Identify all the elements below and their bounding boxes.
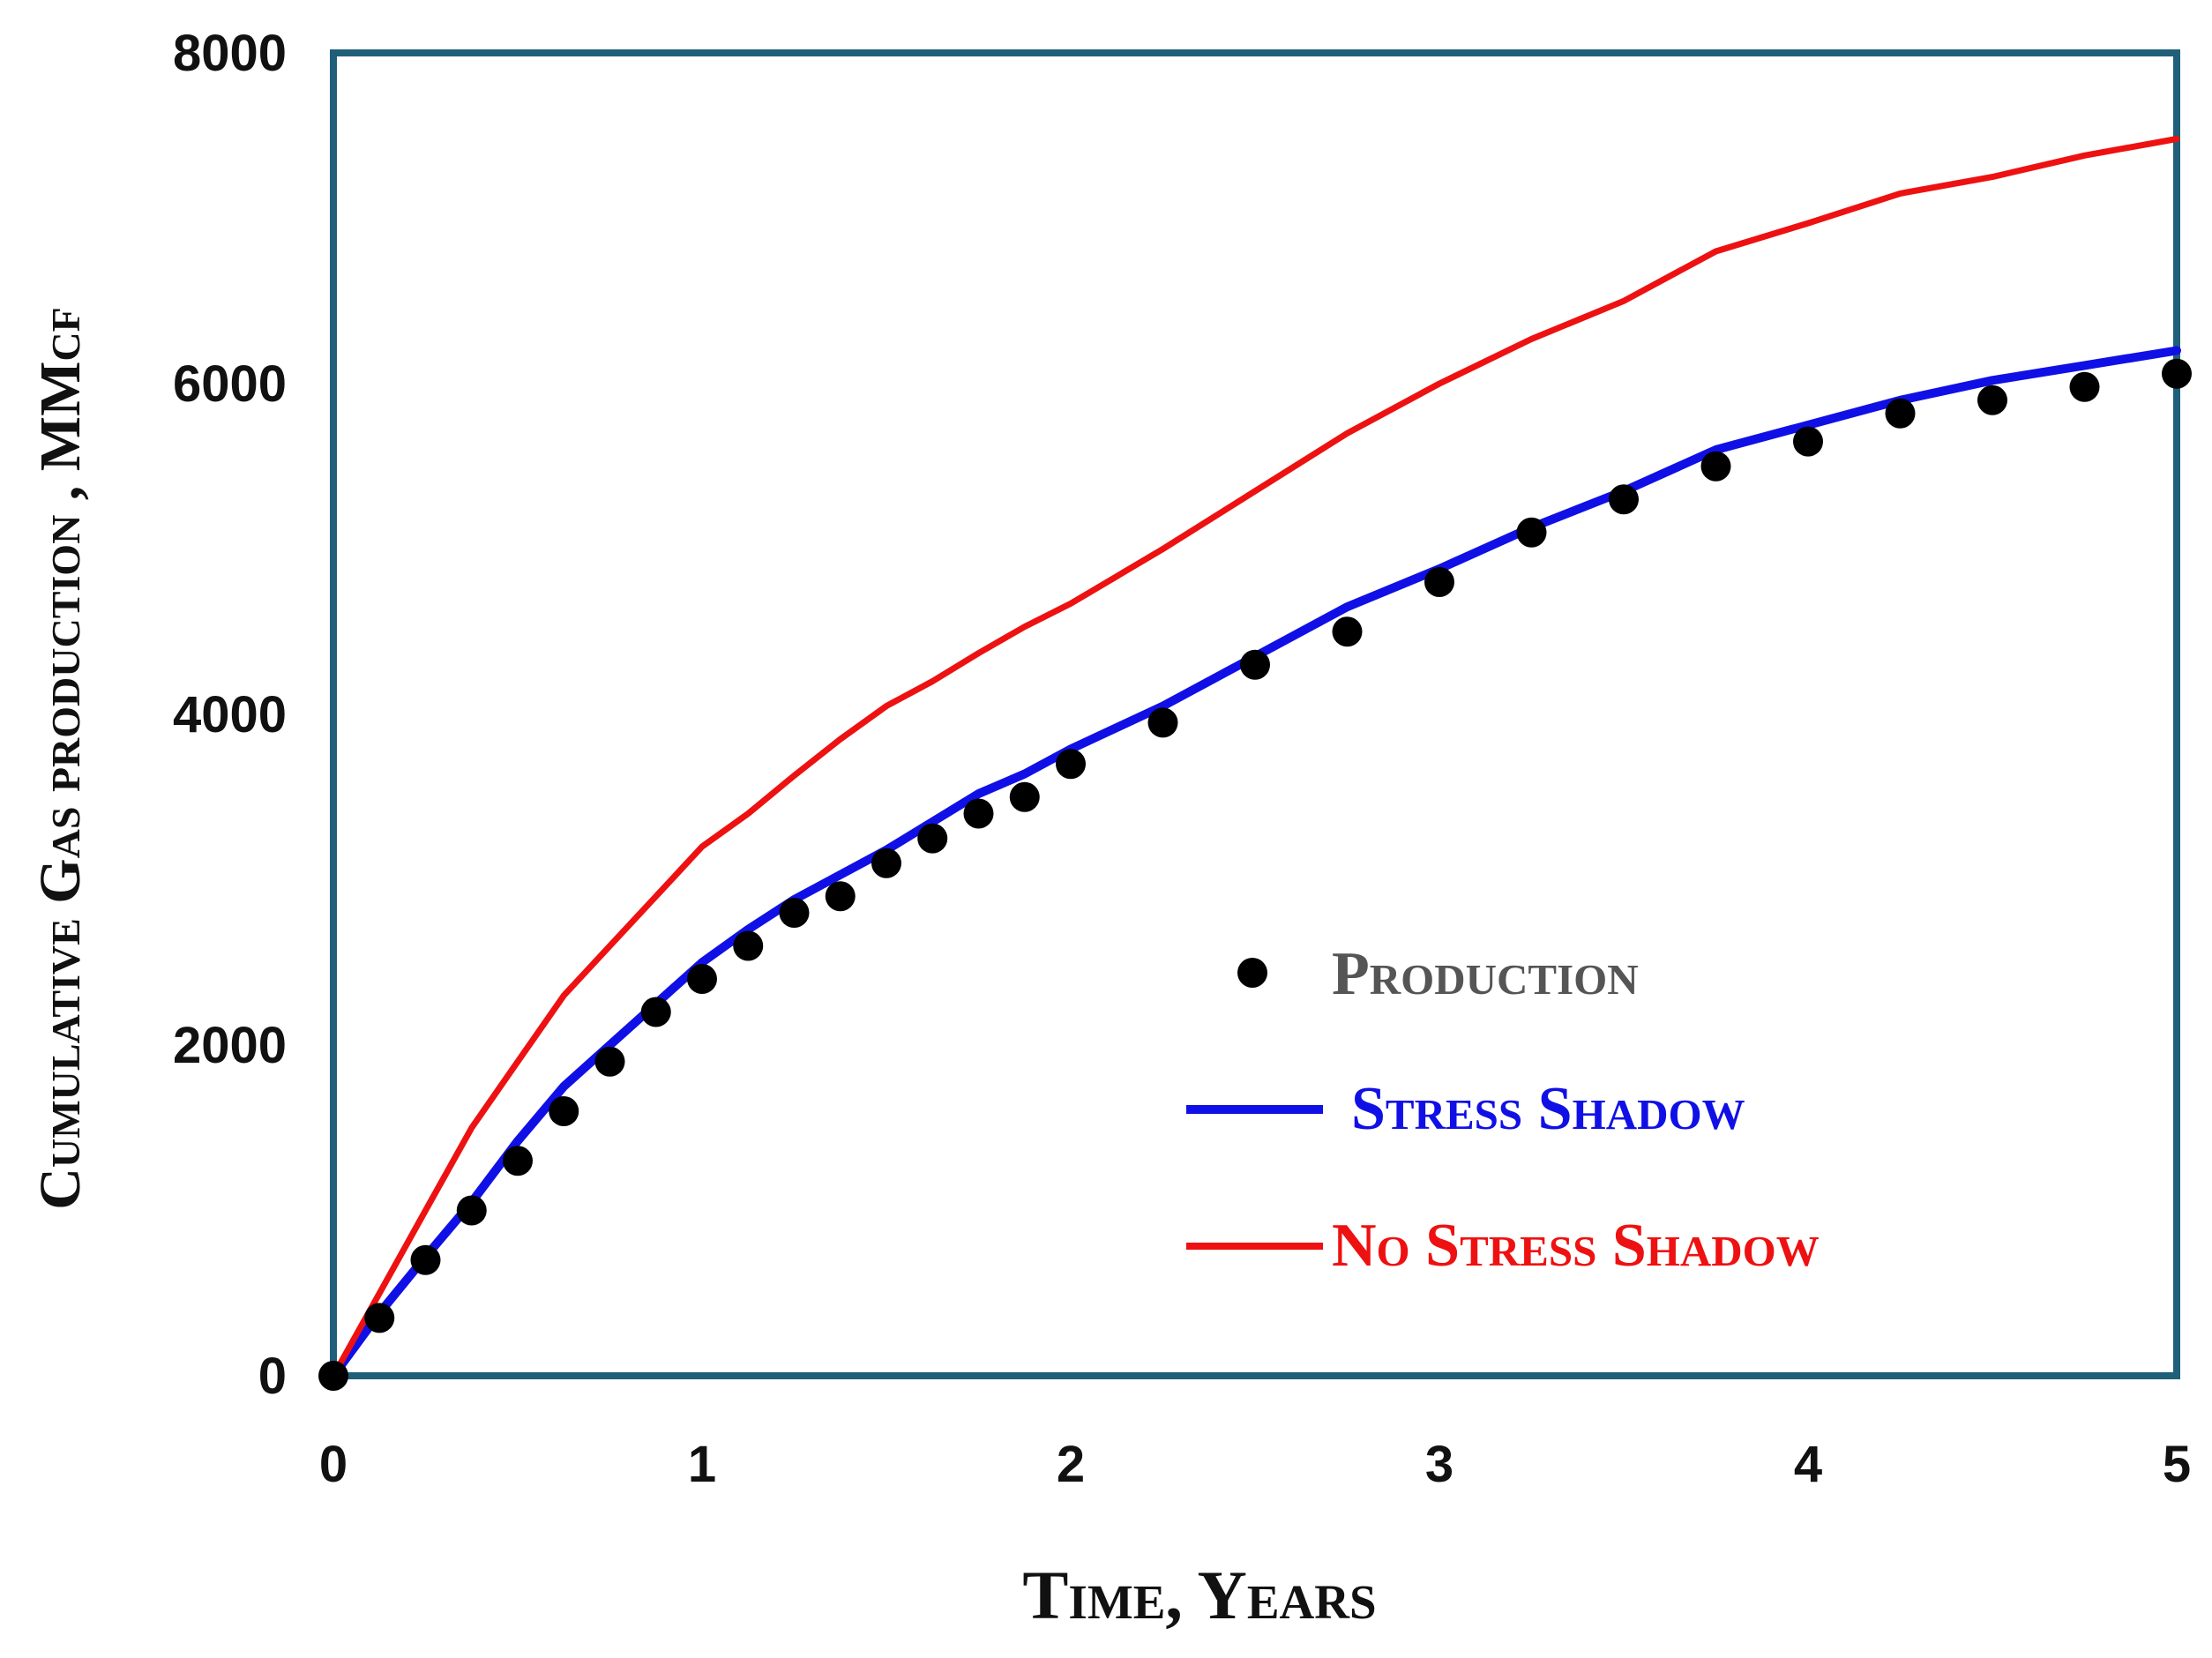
production-point <box>364 1303 395 1333</box>
production-point <box>687 964 717 994</box>
no-stress-shadow-line <box>330 136 2180 1379</box>
y-tick-label: 8000 <box>173 25 287 82</box>
production-point <box>1056 749 1086 780</box>
legend: Production Stress Shadow No Stress Shado… <box>1186 940 1820 1280</box>
legend-stress-shadow-label: Stress Shadow <box>1351 1075 1745 1143</box>
stress-shadow-line <box>329 346 2181 1380</box>
production-point <box>917 823 948 854</box>
production-point <box>825 881 856 912</box>
production-point <box>1977 385 2007 415</box>
x-tick-label: 1 <box>688 1436 716 1493</box>
production-point <box>1332 616 1363 647</box>
x-axis-title: Time, Years <box>1022 1557 1376 1633</box>
production-point <box>1009 781 1040 812</box>
y-axis-title: Cumulative Gas production , MMcf <box>28 307 93 1209</box>
production-point <box>963 798 994 829</box>
x-tick-label: 4 <box>1794 1436 1822 1493</box>
production-point <box>1700 451 1731 482</box>
y-axis-ticks: 0 2000 4000 6000 8000 <box>173 25 287 1405</box>
production-point <box>1147 707 1178 738</box>
x-tick-label: 0 <box>319 1436 347 1493</box>
legend-production-label: Production <box>1332 940 1639 1008</box>
x-tick-label: 5 <box>2163 1436 2191 1493</box>
production-points <box>318 358 2192 1391</box>
production-point <box>410 1244 441 1275</box>
series-lines <box>329 136 2181 1380</box>
y-tick-label: 4000 <box>173 686 287 743</box>
y-tick-label: 0 <box>258 1348 287 1405</box>
production-point <box>549 1096 579 1126</box>
plot-area-frame <box>330 49 2180 1379</box>
production-point <box>871 848 901 878</box>
production-point <box>1885 398 1916 429</box>
x-axis-ticks: 0 1 2 3 4 5 <box>319 1436 2191 1493</box>
production-point <box>2069 371 2100 402</box>
production-point <box>1793 426 1823 457</box>
production-point <box>1240 649 1270 680</box>
y-tick-label: 2000 <box>173 1017 287 1074</box>
production-point <box>503 1146 533 1176</box>
x-tick-label: 3 <box>1425 1436 1453 1493</box>
production-point <box>1516 517 1547 548</box>
production-point <box>456 1195 487 1226</box>
production-point <box>733 930 764 961</box>
production-point <box>779 898 810 928</box>
legend-no-stress-shadow-label: No Stress Shadow <box>1332 1212 1820 1280</box>
production-point <box>2162 358 2192 389</box>
production-point <box>318 1361 348 1391</box>
production-point <box>1609 484 1639 515</box>
production-point <box>1424 567 1454 597</box>
y-tick-label: 6000 <box>173 355 287 413</box>
x-tick-label: 2 <box>1057 1436 1085 1493</box>
production-point <box>594 1046 625 1077</box>
legend-production-marker <box>1237 958 1267 988</box>
production-point <box>640 997 671 1027</box>
